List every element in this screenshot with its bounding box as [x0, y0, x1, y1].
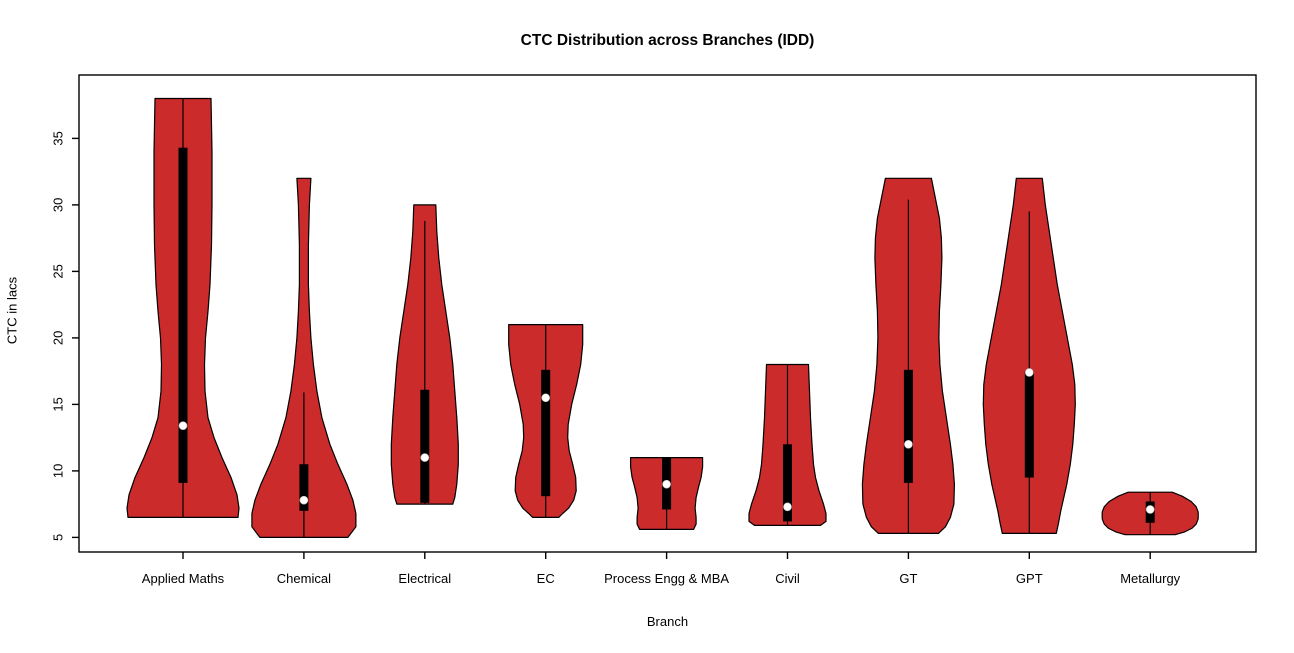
- median-dot-civil: [783, 502, 792, 512]
- x-tick-label-gpt: GPT: [1016, 571, 1043, 586]
- median-dot-chemical: [299, 495, 309, 505]
- iqr-box-applied-maths: [178, 147, 188, 483]
- y-tick-label: 10: [50, 464, 65, 478]
- x-tick-label-metallurgy: Metallurgy: [1120, 571, 1180, 586]
- violin-shape-chemical: [251, 177, 357, 538]
- median-dot-electrical: [420, 453, 430, 462]
- x-tick-label-process-engg-mba: Process Engg & MBA: [604, 571, 729, 586]
- x-tick-label-electrical: Electrical: [398, 571, 451, 586]
- x-axis-title: Branch: [646, 614, 689, 629]
- iqr-box-civil: [783, 444, 792, 522]
- x-tick-label-civil: Civil: [775, 571, 800, 586]
- median-dot-process-engg-mba: [662, 479, 671, 489]
- median-dot-gt: [904, 439, 913, 449]
- iqr-box-gpt: [1024, 371, 1034, 478]
- y-tick-label: 30: [50, 198, 65, 212]
- median-dot-metallurgy: [1145, 505, 1155, 514]
- chart-title: CTC Distribution across Branches (IDD): [520, 32, 815, 49]
- iqr-box-chemical: [299, 464, 309, 511]
- y-tick-label: 25: [50, 264, 65, 278]
- median-dot-applied-maths: [178, 421, 188, 430]
- iqr-box-ec: [541, 369, 551, 497]
- median-dot-ec: [541, 393, 551, 403]
- x-tick-label-ec: EC: [537, 571, 555, 586]
- y-tick-label: 5: [50, 534, 65, 541]
- iqr-box-electrical: [420, 389, 430, 503]
- median-dot-gpt: [1025, 368, 1034, 377]
- y-tick-label: 20: [50, 331, 65, 345]
- iqr-box-gt: [903, 369, 913, 483]
- x-tick-label-chemical: Chemical: [277, 571, 331, 586]
- y-tick-label: 15: [50, 397, 65, 411]
- y-tick-label: 35: [50, 131, 65, 145]
- x-tick-label-gt: GT: [899, 571, 917, 586]
- x-tick-label-applied-maths: Applied Maths: [142, 571, 225, 586]
- plot-border: [78, 74, 1257, 553]
